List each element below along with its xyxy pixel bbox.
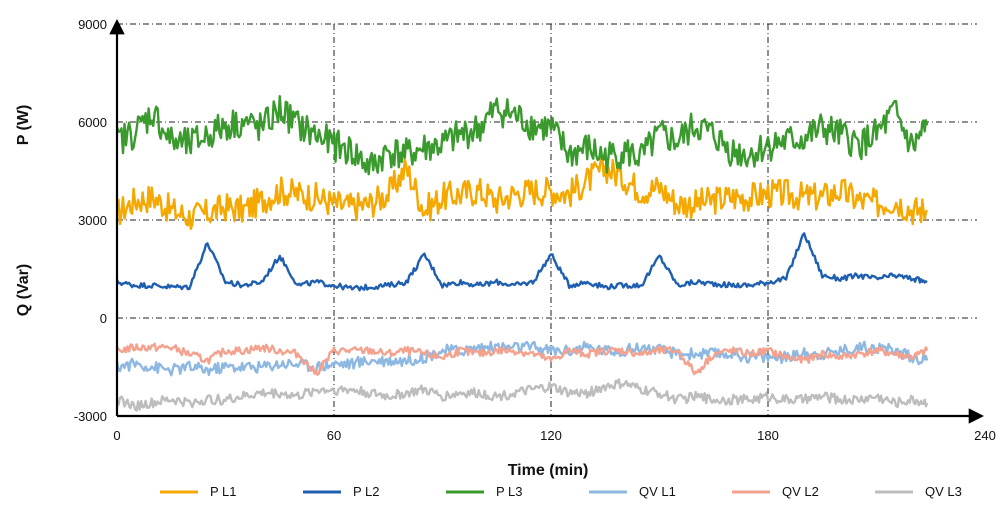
series-layer: [115, 94, 929, 412]
series-line-p-l2: [115, 232, 928, 292]
axes: [109, 18, 985, 424]
x-tick-label: 120: [540, 428, 562, 443]
x-tick-label: 60: [327, 428, 341, 443]
y-tick-label: 0: [100, 311, 107, 326]
tick-labels: -3000 0 3000 6000 9000 0 60 120 180 240: [74, 17, 996, 443]
series-line-qv-l1: [115, 340, 929, 377]
x-tick-label: 240: [974, 428, 996, 443]
legend-label: QV L1: [639, 484, 676, 499]
legend-label: QV L2: [782, 484, 819, 499]
y-tick-label: 3000: [78, 213, 107, 228]
y-axis-title-top: P (W): [15, 105, 32, 146]
y-tick-label: 6000: [78, 115, 107, 130]
x-tick-label: 180: [757, 428, 779, 443]
series-line-qv-l3: [116, 378, 929, 412]
legend-label: QV L3: [925, 484, 962, 499]
series-line-p-l3: [115, 94, 929, 176]
legend-label: P L1: [210, 484, 237, 499]
x-axis-title: Time (min): [508, 462, 589, 479]
y-tick-label: 9000: [78, 17, 107, 32]
y-axis-title-bottom: Q (Var): [15, 264, 32, 316]
legend-label: P L3: [496, 484, 523, 499]
series-line-qv-l2: [115, 342, 929, 376]
y-tick-label: -3000: [74, 409, 107, 424]
x-tick-label: 0: [113, 428, 120, 443]
series-line-p-l1: [116, 154, 929, 231]
legend: P L1 P L2 P L3 QV L1 QV L2 QV L3: [160, 484, 962, 499]
legend-label: P L2: [353, 484, 380, 499]
